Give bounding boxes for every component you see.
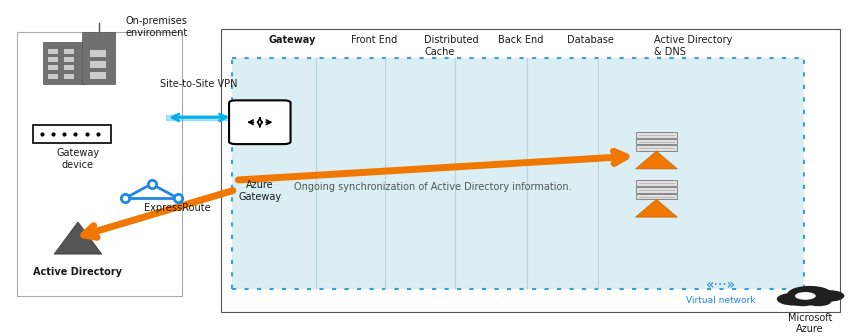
- Text: Gateway
device: Gateway device: [56, 148, 100, 170]
- FancyBboxPatch shape: [221, 29, 840, 312]
- Circle shape: [805, 297, 831, 306]
- FancyBboxPatch shape: [64, 74, 74, 79]
- Text: Distributed
Cache: Distributed Cache: [424, 35, 479, 57]
- FancyBboxPatch shape: [636, 187, 677, 193]
- Text: Active Directory: Active Directory: [34, 267, 122, 277]
- Text: Microsoft
Azure: Microsoft Azure: [787, 312, 832, 334]
- Text: Database: Database: [567, 35, 614, 45]
- FancyBboxPatch shape: [48, 65, 58, 71]
- Circle shape: [777, 293, 811, 305]
- FancyBboxPatch shape: [82, 32, 115, 84]
- FancyBboxPatch shape: [48, 49, 58, 54]
- Text: Site-to-Site VPN: Site-to-Site VPN: [160, 79, 238, 89]
- Text: ExpressRoute: ExpressRoute: [145, 203, 210, 213]
- Text: On-premises
environment: On-premises environment: [126, 16, 188, 38]
- Text: Active Directory
& DNS: Active Directory & DNS: [654, 35, 733, 57]
- FancyBboxPatch shape: [33, 125, 111, 143]
- FancyBboxPatch shape: [64, 49, 74, 54]
- FancyBboxPatch shape: [64, 57, 74, 62]
- Text: Virtual network: Virtual network: [686, 296, 755, 305]
- FancyBboxPatch shape: [17, 32, 182, 296]
- Text: Azure
Gateway: Azure Gateway: [238, 180, 281, 202]
- FancyBboxPatch shape: [232, 58, 804, 290]
- Text: Back End: Back End: [498, 35, 543, 45]
- Text: Gateway: Gateway: [268, 35, 316, 45]
- Polygon shape: [54, 222, 102, 254]
- FancyBboxPatch shape: [229, 100, 290, 144]
- FancyBboxPatch shape: [48, 57, 58, 62]
- FancyBboxPatch shape: [90, 50, 106, 57]
- Text: Ongoing synchronization of Active Directory information.: Ongoing synchronization of Active Direct…: [294, 181, 572, 192]
- FancyBboxPatch shape: [48, 74, 58, 79]
- Polygon shape: [636, 200, 677, 217]
- Text: Front End: Front End: [351, 35, 397, 45]
- FancyBboxPatch shape: [636, 145, 677, 151]
- Polygon shape: [636, 151, 677, 169]
- FancyBboxPatch shape: [90, 72, 106, 79]
- Circle shape: [790, 297, 816, 306]
- Text: «···»: «···»: [706, 278, 735, 292]
- FancyBboxPatch shape: [636, 180, 677, 186]
- FancyBboxPatch shape: [90, 61, 106, 68]
- FancyBboxPatch shape: [43, 42, 85, 84]
- FancyBboxPatch shape: [64, 65, 74, 71]
- Circle shape: [795, 292, 816, 300]
- FancyBboxPatch shape: [636, 194, 677, 200]
- Circle shape: [813, 290, 844, 302]
- FancyBboxPatch shape: [636, 132, 677, 138]
- Circle shape: [787, 286, 832, 303]
- FancyBboxPatch shape: [636, 139, 677, 144]
